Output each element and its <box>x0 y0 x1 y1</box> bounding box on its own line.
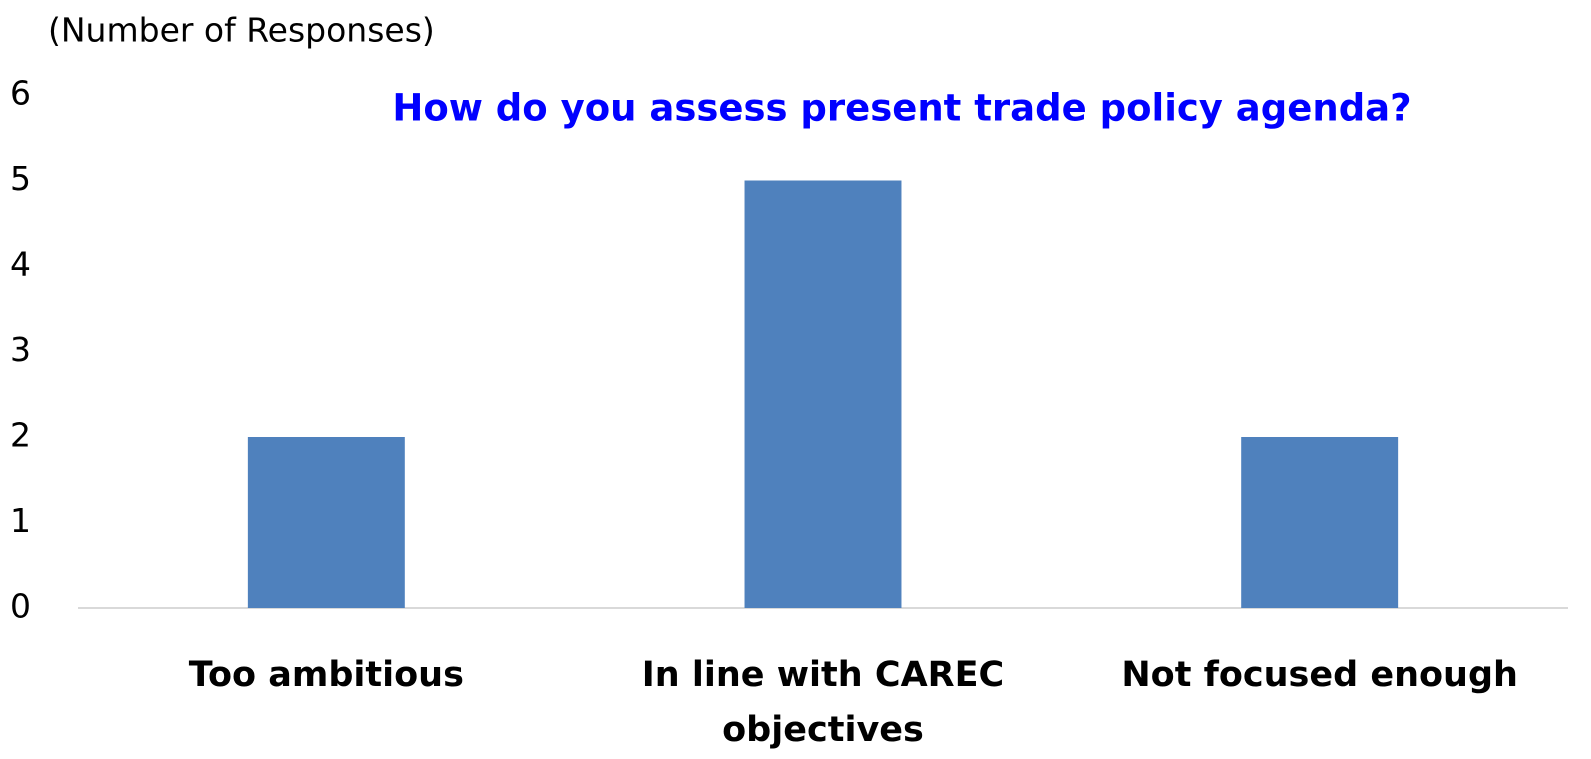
bar <box>1241 437 1399 608</box>
bar <box>744 180 902 608</box>
y-tick-label: 6 <box>10 74 31 113</box>
chart-title: How do you assess present trade policy a… <box>392 87 1411 130</box>
y-tick-label: 1 <box>10 501 31 540</box>
x-tick-label: Not focused enough <box>1121 655 1518 695</box>
y-tick-label: 2 <box>10 416 31 455</box>
y-tick-label: 5 <box>10 159 31 198</box>
bar <box>247 437 405 608</box>
y-tick-label: 0 <box>10 587 31 626</box>
y-axis-label: (Number of Responses) <box>48 11 435 50</box>
x-tick-label: In line with CAREC objectives <box>641 655 1005 750</box>
y-tick-label: 4 <box>10 245 31 284</box>
y-tick-label: 3 <box>10 330 31 369</box>
x-tick-label: Too ambitious <box>188 655 464 695</box>
